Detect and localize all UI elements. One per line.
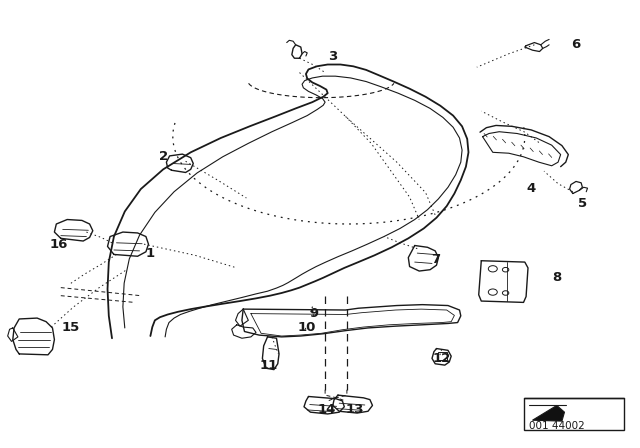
Bar [438,352,447,360]
Text: 2: 2 [159,150,168,164]
Text: 7: 7 [431,253,440,267]
Text: 1: 1 [146,246,155,260]
Text: 13: 13 [346,403,364,417]
Text: 5: 5 [578,197,587,211]
Text: 3: 3 [328,49,337,63]
Text: 10: 10 [298,320,316,334]
Text: 001 44002: 001 44002 [529,421,585,431]
Bar [524,398,624,430]
Text: 11: 11 [260,358,278,372]
Text: 15: 15 [61,320,79,334]
Text: 14: 14 [317,403,335,417]
Text: 4: 4 [527,181,536,195]
Text: 8: 8 [552,271,561,284]
Text: 16: 16 [50,237,68,251]
Text: 12: 12 [433,352,451,365]
Polygon shape [532,405,564,421]
Text: 6: 6 [572,38,580,52]
Text: 9: 9 [309,307,318,320]
